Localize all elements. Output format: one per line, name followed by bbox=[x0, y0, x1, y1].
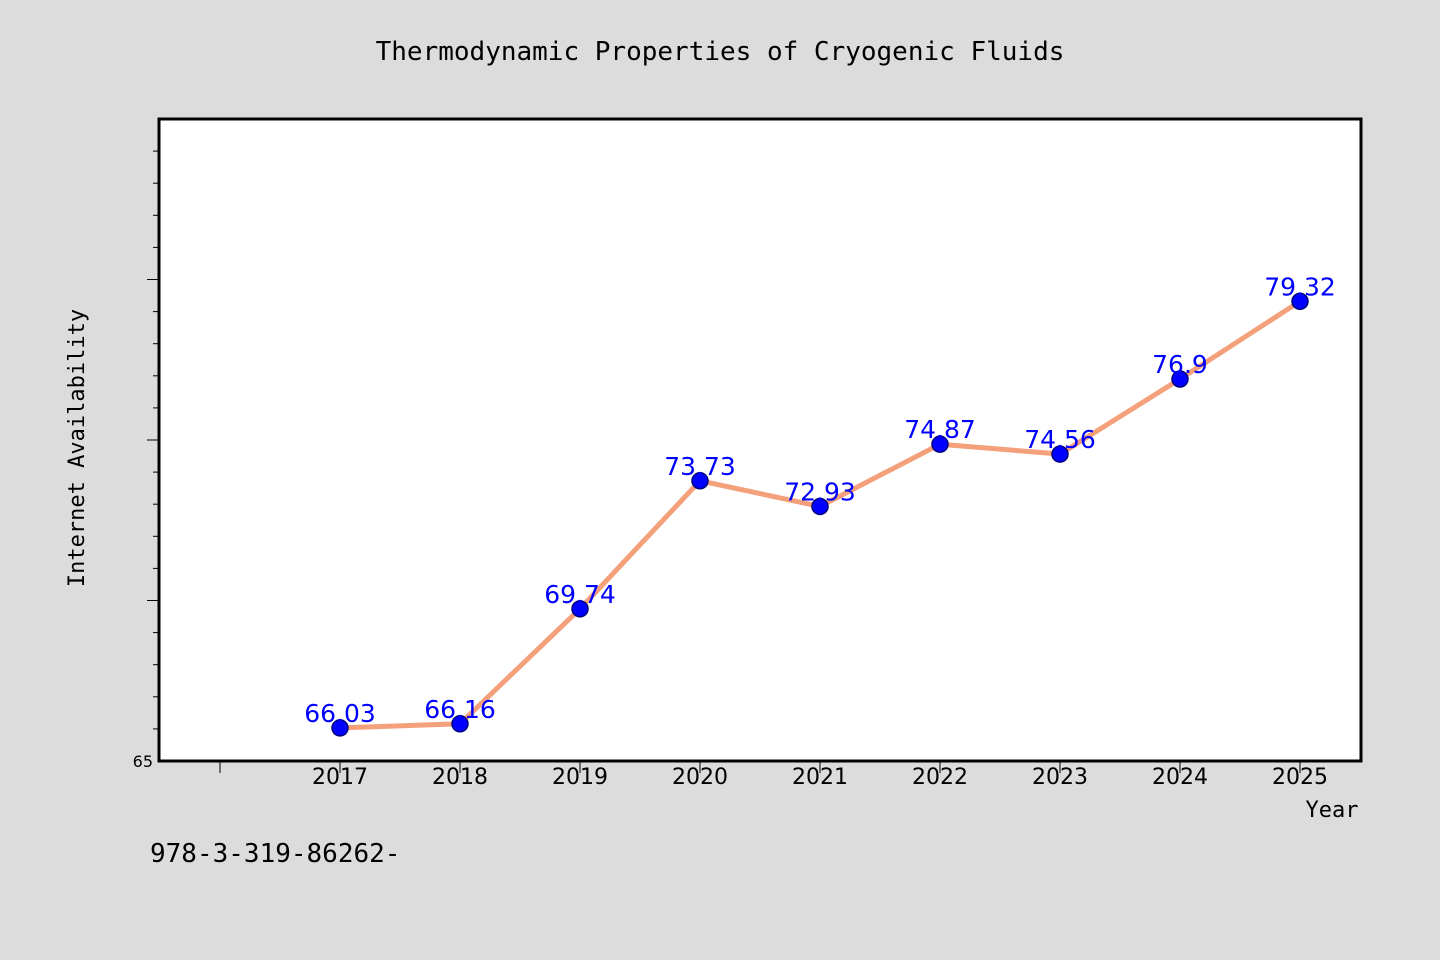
y-axis-label: Internet Availability bbox=[65, 309, 90, 587]
x-axis-label: Year bbox=[1306, 798, 1359, 823]
x-tick-label: 2018 bbox=[432, 765, 488, 790]
plot-area bbox=[157, 117, 1363, 763]
data-point-marker bbox=[811, 497, 829, 516]
data-label: 66.03 bbox=[304, 699, 376, 728]
data-label: 79.32 bbox=[1264, 272, 1336, 301]
chart-title: Thermodynamic Properties of Cryogenic Fl… bbox=[376, 37, 1065, 67]
y-tick-label: 65 bbox=[133, 752, 153, 771]
data-label: 72.93 bbox=[784, 477, 856, 506]
x-axis-ticks: 2017 2018 2019 2020 2021 2022 2023 2024 2025 bbox=[219, 761, 1328, 790]
data-point-marker bbox=[451, 715, 469, 733]
x-tick-label: 2022 bbox=[912, 765, 968, 790]
series-group: 66.03 66.16 69.74 73.73 72.93 74.87 74.56 76.9 7… bbox=[304, 272, 1336, 737]
y-axis-ticks: 65 bbox=[133, 150, 159, 771]
footnote-text: 978-3-319-86262- bbox=[150, 839, 400, 869]
data-label: 66.16 bbox=[424, 695, 496, 724]
data-point-marker bbox=[691, 472, 709, 490]
x-tick-label: 2020 bbox=[672, 765, 728, 790]
data-point-marker bbox=[931, 435, 949, 453]
data-point-marker bbox=[1171, 370, 1189, 388]
data-label: 73.73 bbox=[664, 452, 736, 481]
data-label: 74.87 bbox=[904, 415, 976, 444]
data-point-marker bbox=[571, 600, 589, 618]
data-label: 69.74 bbox=[544, 580, 616, 609]
x-tick-label: 2023 bbox=[1032, 765, 1088, 790]
x-tick-label: 2025 bbox=[1272, 765, 1328, 790]
x-tick-label: 2019 bbox=[552, 765, 608, 790]
data-point-marker bbox=[1051, 445, 1069, 463]
x-tick-label: 2024 bbox=[1152, 765, 1208, 790]
data-point-marker bbox=[331, 719, 349, 737]
x-tick-label: 2021 bbox=[792, 765, 848, 790]
data-label: 76.9 bbox=[1152, 350, 1208, 379]
data-point-marker bbox=[1291, 292, 1309, 311]
x-tick-label: 2017 bbox=[312, 765, 368, 790]
data-label: 74.56 bbox=[1024, 425, 1096, 454]
